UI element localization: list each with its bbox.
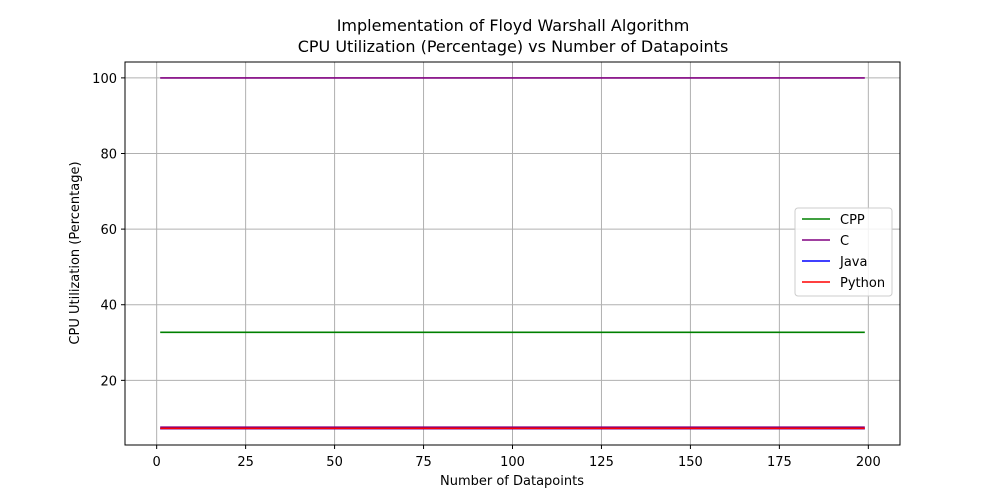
x-tick-label: 75 bbox=[415, 455, 432, 470]
legend-label: CPP bbox=[840, 213, 865, 228]
plot-series bbox=[160, 77, 865, 430]
x-tick-label: 0 bbox=[153, 455, 161, 470]
grid bbox=[125, 62, 900, 445]
x-tick-label: 150 bbox=[678, 455, 703, 470]
x-tick-label: 50 bbox=[326, 455, 343, 470]
legend-box bbox=[794, 207, 893, 297]
legend-label: C bbox=[840, 234, 849, 249]
x-tick-label: 200 bbox=[856, 455, 881, 470]
y-tick-label: 40 bbox=[100, 299, 117, 314]
y-tick-label: 80 bbox=[100, 147, 117, 162]
y-axis-label: CPU Utilization (Percentage) bbox=[68, 161, 83, 344]
x-tick-label: 125 bbox=[589, 455, 614, 470]
legend-label: Python bbox=[840, 276, 885, 291]
chart-title: Implementation of Floyd Warshall Algorit… bbox=[337, 16, 690, 35]
x-tick-label: 25 bbox=[237, 455, 254, 470]
y-tick-label: 60 bbox=[100, 223, 117, 238]
y-tick-label: 100 bbox=[92, 72, 117, 87]
x-tick-label: 175 bbox=[767, 455, 792, 470]
x-tick-label: 100 bbox=[500, 455, 525, 470]
legend: CPP C Java Python bbox=[794, 207, 893, 297]
y-axis: 20 40 60 80 100 bbox=[92, 72, 125, 389]
legend-label: Java bbox=[839, 255, 867, 270]
x-axis-label: Number of Datapoints bbox=[440, 474, 584, 489]
x-axis: 0 25 50 75 100 125 150 175 200 bbox=[153, 445, 881, 470]
y-tick-label: 20 bbox=[100, 374, 117, 389]
chart-subtitle: CPU Utilization (Percentage) vs Number o… bbox=[298, 37, 729, 56]
